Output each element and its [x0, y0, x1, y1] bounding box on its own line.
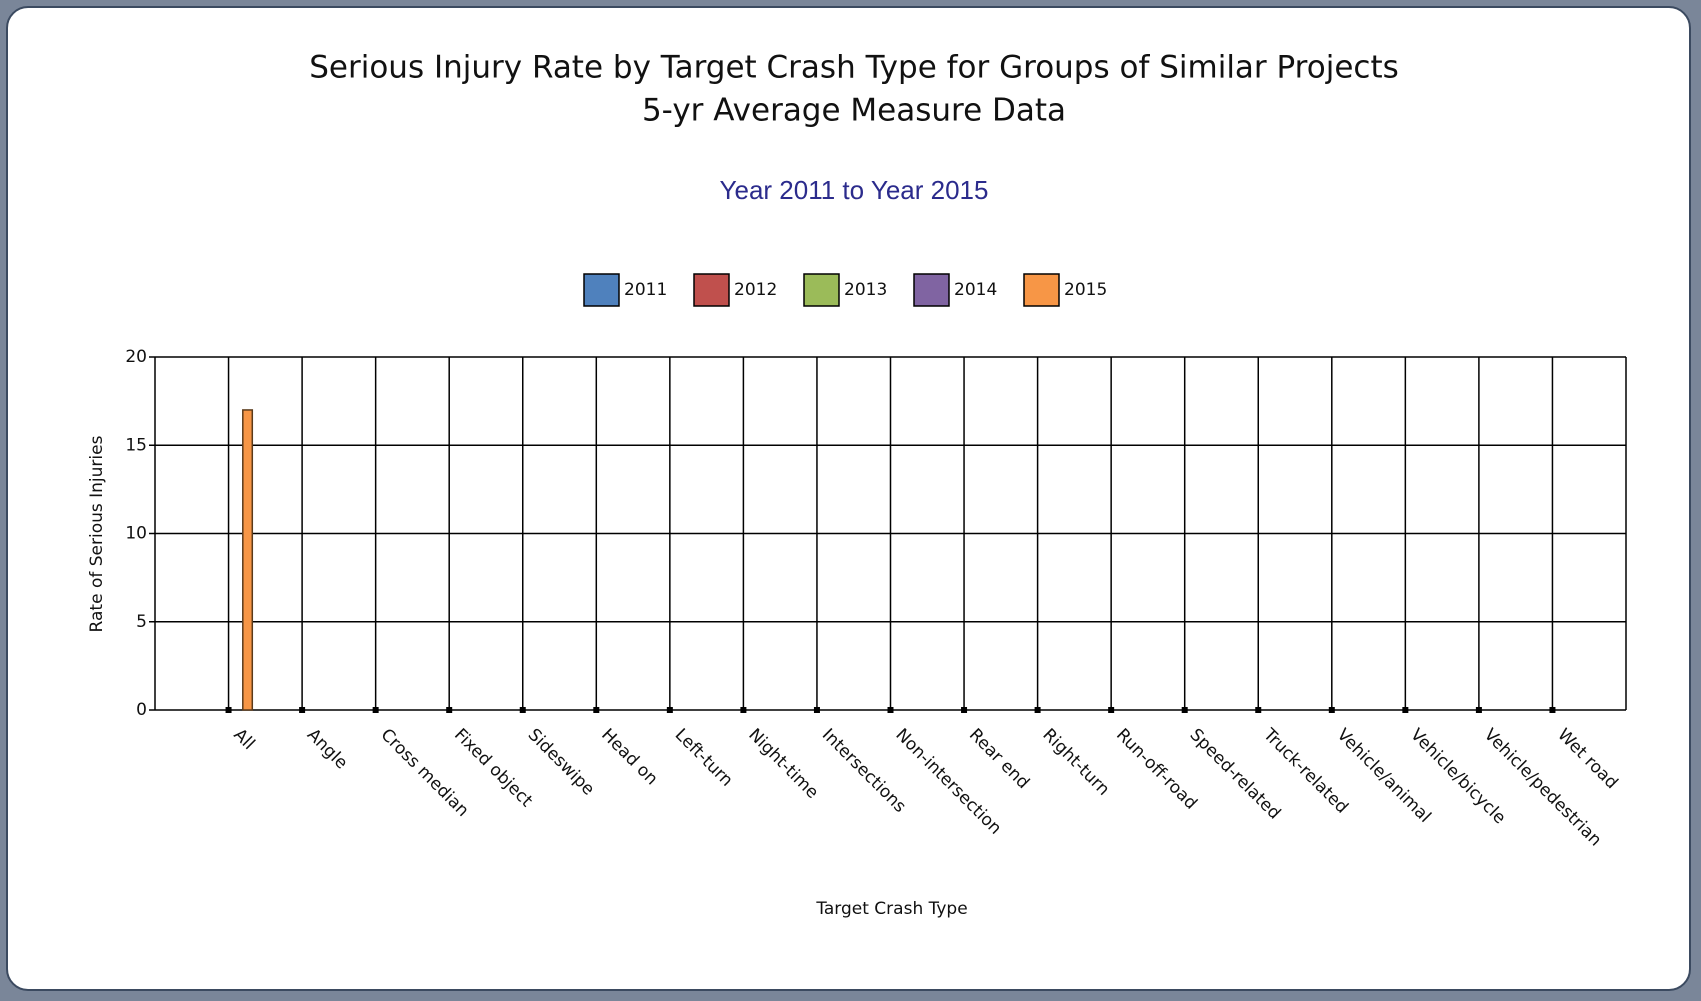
legend-swatch	[913, 273, 950, 307]
x-tick	[961, 707, 968, 713]
legend-swatch	[693, 273, 730, 307]
x-tick	[887, 707, 894, 713]
x-tick	[446, 707, 453, 713]
legend-label: 2013	[844, 280, 887, 300]
x-tick-label: Rear end	[965, 725, 1033, 793]
legend-label: 2014	[954, 280, 997, 300]
x-tick-label: Night-time	[744, 725, 822, 803]
x-tick	[1402, 707, 1409, 713]
y-axis-label: Rate of Serious Injuries	[87, 435, 107, 632]
legend-label: 2011	[624, 280, 667, 300]
x-tick	[299, 707, 306, 713]
y-tick-label: 15	[125, 435, 147, 455]
chart-title: 5-yr Average Measure Data	[642, 93, 1066, 129]
x-tick	[740, 707, 747, 713]
legend-swatch	[803, 273, 840, 307]
x-tick-label: Right-turn	[1039, 725, 1114, 800]
x-tick	[372, 707, 379, 713]
x-tick	[1475, 707, 1482, 713]
y-tick-label: 0	[136, 700, 147, 720]
x-tick-label: Sideswipe	[524, 725, 599, 800]
x-tick	[1034, 707, 1041, 713]
chart-title: Serious Injury Rate by Target Crash Type…	[309, 50, 1399, 86]
chart: Serious Injury Rate by Target Crash Type…	[87, 50, 1627, 919]
legend-swatch	[583, 273, 620, 307]
x-axis-label: Target Crash Type	[815, 899, 967, 919]
x-tick	[1549, 707, 1556, 713]
x-tick-label: Left-turn	[671, 725, 737, 791]
x-tick	[225, 707, 232, 713]
x-tick	[1255, 707, 1262, 713]
x-tick	[666, 707, 673, 713]
x-tick	[593, 707, 600, 713]
x-tick-label: All	[229, 725, 258, 754]
x-tick-label: Angle	[303, 725, 351, 773]
x-tick-label: Wet road	[1553, 725, 1621, 793]
bar	[242, 409, 254, 711]
x-tick	[1108, 707, 1115, 713]
x-tick-label: Head on	[597, 725, 661, 789]
x-tick	[519, 707, 526, 713]
y-tick-label: 5	[136, 612, 147, 632]
x-tick	[1328, 707, 1335, 713]
x-tick	[813, 707, 820, 713]
legend-swatch	[1023, 273, 1060, 307]
y-tick-label: 10	[125, 524, 147, 544]
x-tick	[1181, 707, 1188, 713]
legend-label: 2012	[734, 280, 777, 300]
legend-label: 2015	[1064, 280, 1107, 300]
chart-subtitle: Year 2011 to Year 2015	[720, 175, 989, 205]
y-tick-label: 20	[125, 347, 147, 367]
chart-card: Serious Injury Rate by Target Crash Type…	[6, 6, 1691, 991]
